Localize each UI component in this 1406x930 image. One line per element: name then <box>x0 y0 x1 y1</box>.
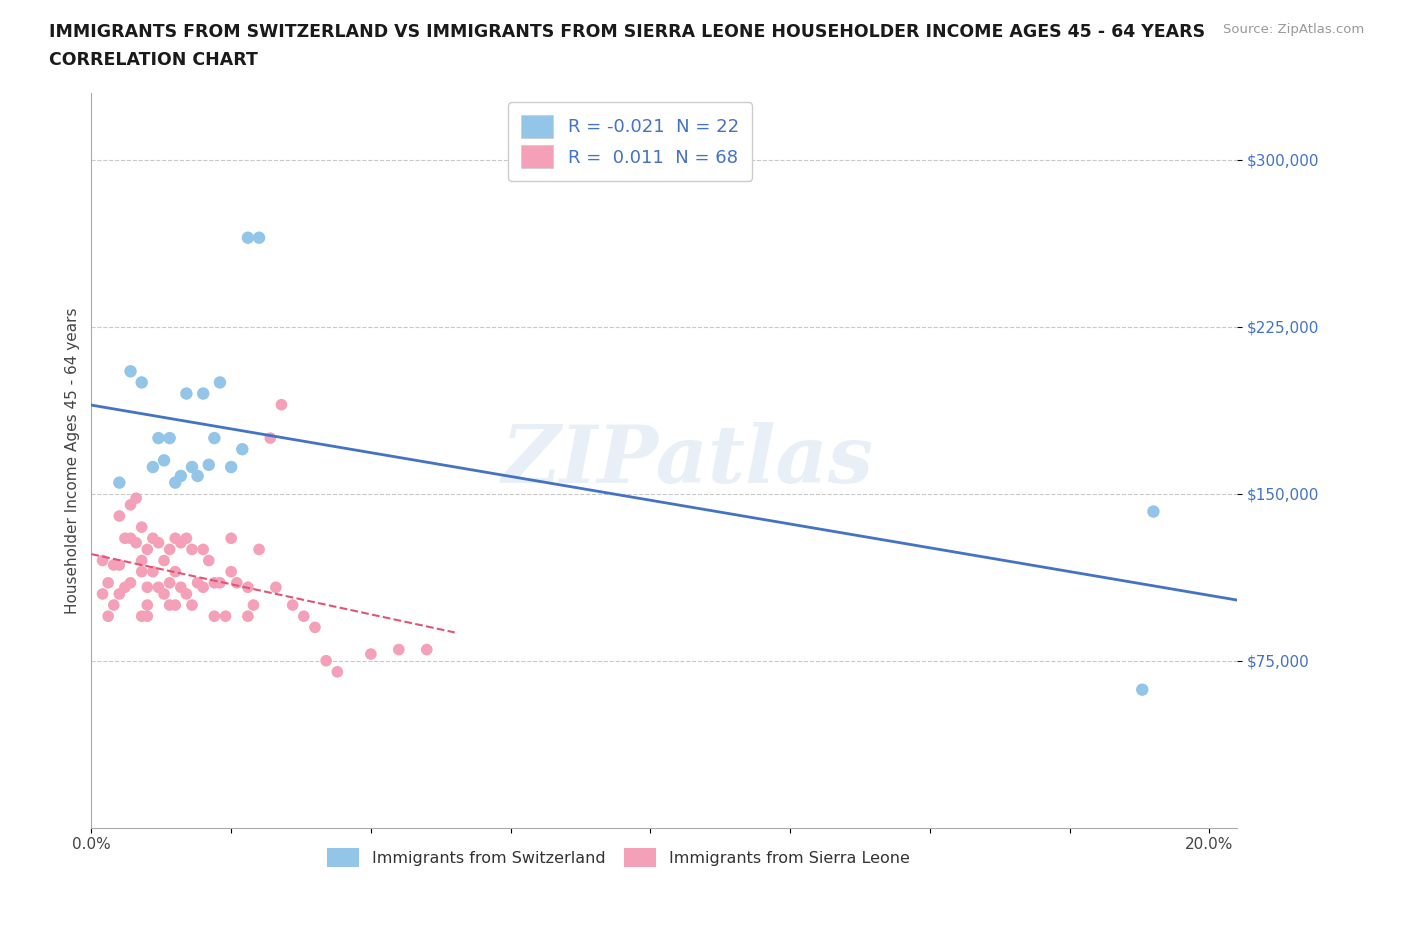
Point <box>131 520 153 535</box>
Point <box>97 609 120 624</box>
Point <box>304 620 326 635</box>
Point <box>136 579 159 594</box>
Point <box>159 598 181 613</box>
Point <box>165 531 187 546</box>
Point <box>181 598 204 613</box>
Point <box>131 565 153 579</box>
Point <box>159 431 181 445</box>
Point <box>170 469 193 484</box>
Point <box>153 587 176 602</box>
Point <box>219 565 242 579</box>
Point <box>326 664 349 679</box>
Point <box>108 475 131 490</box>
Point <box>136 542 159 557</box>
Point <box>148 579 170 594</box>
Point <box>153 553 176 568</box>
Point <box>270 397 292 412</box>
Point <box>108 587 131 602</box>
Point <box>193 542 215 557</box>
Point <box>103 598 125 613</box>
Text: IMMIGRANTS FROM SWITZERLAND VS IMMIGRANTS FROM SIERRA LEONE HOUSEHOLDER INCOME A: IMMIGRANTS FROM SWITZERLAND VS IMMIGRANT… <box>49 23 1205 41</box>
Point <box>202 609 225 624</box>
Point <box>108 509 131 524</box>
Point <box>142 531 165 546</box>
Point <box>176 531 198 546</box>
Point <box>219 531 242 546</box>
Point <box>153 453 176 468</box>
Point <box>281 598 304 613</box>
Point <box>264 579 287 594</box>
Point <box>247 231 270 246</box>
Point <box>202 431 225 445</box>
Point <box>125 491 148 506</box>
Point <box>114 579 136 594</box>
Text: ZIPatlas: ZIPatlas <box>501 421 873 499</box>
Point <box>193 579 215 594</box>
Text: CORRELATION CHART: CORRELATION CHART <box>49 51 259 69</box>
Point <box>103 558 125 573</box>
Point <box>236 231 259 246</box>
Point <box>120 576 142 591</box>
Point <box>91 553 114 568</box>
Point <box>247 542 270 557</box>
Point <box>136 598 159 613</box>
Point <box>219 459 242 474</box>
Point <box>120 498 142 512</box>
Point <box>131 553 153 568</box>
Point <box>165 565 187 579</box>
Point <box>1142 504 1164 519</box>
Point <box>159 542 181 557</box>
Point <box>148 536 170 551</box>
Point <box>125 536 148 551</box>
Point <box>236 609 259 624</box>
Point <box>114 531 136 546</box>
Point <box>165 598 187 613</box>
Point <box>214 609 236 624</box>
Point <box>131 375 153 390</box>
Point <box>193 386 215 401</box>
Point <box>242 598 264 613</box>
Point <box>202 576 225 591</box>
Point <box>148 431 170 445</box>
Point <box>360 646 382 661</box>
Point <box>315 653 337 668</box>
Point <box>181 459 204 474</box>
Point <box>120 364 142 379</box>
Point <box>231 442 253 457</box>
Point <box>208 576 231 591</box>
Point <box>1130 683 1153 698</box>
Point <box>170 536 193 551</box>
Point <box>108 558 131 573</box>
Point <box>388 642 411 657</box>
Point <box>197 458 219 472</box>
Point <box>187 576 209 591</box>
Point <box>136 609 159 624</box>
Legend: Immigrants from Switzerland, Immigrants from Sierra Leone: Immigrants from Switzerland, Immigrants … <box>319 841 918 875</box>
Point <box>91 587 114 602</box>
Text: Source: ZipAtlas.com: Source: ZipAtlas.com <box>1223 23 1364 36</box>
Point <box>142 459 165 474</box>
Point <box>259 431 281 445</box>
Point <box>142 565 165 579</box>
Y-axis label: Householder Income Ages 45 - 64 years: Householder Income Ages 45 - 64 years <box>65 307 80 614</box>
Point <box>120 531 142 546</box>
Point <box>416 642 439 657</box>
Point <box>208 375 231 390</box>
Point <box>225 576 247 591</box>
Point <box>176 587 198 602</box>
Point <box>97 576 120 591</box>
Point <box>159 576 181 591</box>
Point <box>187 469 209 484</box>
Point <box>292 609 315 624</box>
Point <box>170 579 193 594</box>
Point <box>165 475 187 490</box>
Point <box>181 542 204 557</box>
Point <box>236 579 259 594</box>
Point <box>197 553 219 568</box>
Point <box>176 386 198 401</box>
Point <box>131 609 153 624</box>
